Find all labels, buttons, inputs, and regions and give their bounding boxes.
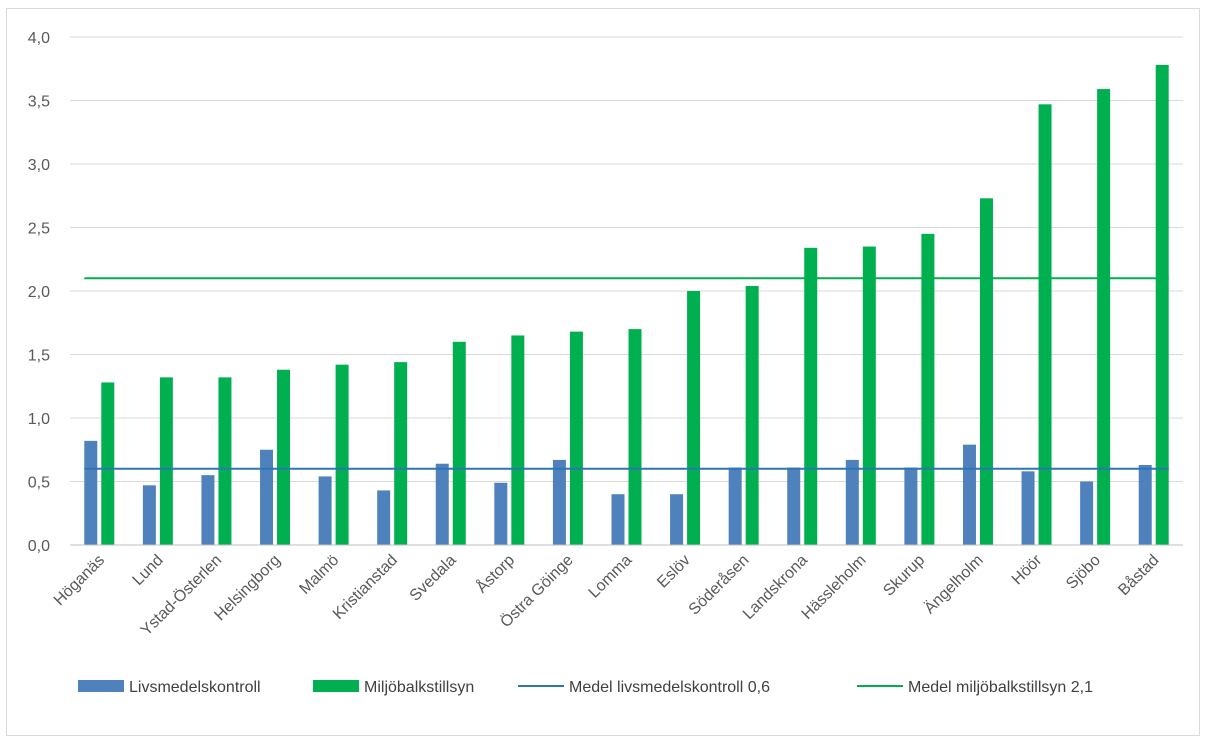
y-tick-label: 1,5 xyxy=(28,348,50,365)
x-tick-label: Lund xyxy=(130,552,167,589)
y-tick-label: 3,5 xyxy=(28,94,50,111)
y-tick-label: 3,0 xyxy=(28,157,50,174)
bar-miljobalkstillsyn xyxy=(569,331,583,545)
y-tick-label: 2,5 xyxy=(28,221,50,238)
bar-miljobalkstillsyn xyxy=(277,369,291,545)
bar-livsmedelskontroll xyxy=(962,444,976,545)
x-tick-label: Skurup xyxy=(880,552,928,600)
x-tick-label: Malmö xyxy=(296,552,342,598)
bar-miljobalkstillsyn xyxy=(1155,64,1169,545)
legend-miljobalkstillsyn-label: Miljöbalkstillsyn xyxy=(364,679,474,696)
x-tick-label: Höganäs xyxy=(51,552,108,609)
bar-livsmedelskontroll xyxy=(377,490,391,545)
chart-frame xyxy=(6,8,1200,736)
bar-livsmedelskontroll xyxy=(611,494,625,545)
x-tick-label: Åstorp xyxy=(472,550,518,596)
bar-miljobalkstillsyn xyxy=(394,362,408,545)
y-tick-label: 4,0 xyxy=(28,30,50,47)
bar-miljobalkstillsyn xyxy=(1097,89,1111,545)
y-tick-label: 1,0 xyxy=(28,411,50,428)
legend-livsmedelskontroll-label: Livsmedelskontroll xyxy=(129,679,261,696)
legend-medel-livsmedelskontroll-label: Medel livsmedelskontroll 0,6 xyxy=(569,679,770,696)
bar-miljobalkstillsyn xyxy=(159,377,173,545)
bar-livsmedelskontroll xyxy=(845,459,859,545)
bar-livsmedelskontroll xyxy=(201,475,215,545)
legend-medel-miljobalkstillsyn-label: Medel miljöbalkstillsyn 2,1 xyxy=(908,679,1093,696)
bar-livsmedelskontroll xyxy=(435,463,449,545)
bar-livsmedelskontroll xyxy=(318,476,332,545)
bar-miljobalkstillsyn xyxy=(979,198,993,546)
bar-livsmedelskontroll xyxy=(552,459,566,545)
bar-miljobalkstillsyn xyxy=(687,291,701,545)
bar-miljobalkstillsyn xyxy=(628,329,642,545)
legend-miljobalkstillsyn-swatch xyxy=(313,680,359,692)
bar-miljobalkstillsyn xyxy=(218,377,232,545)
bar-livsmedelskontroll xyxy=(670,494,684,545)
bar-miljobalkstillsyn xyxy=(511,335,525,545)
x-tick-label: Lomma xyxy=(586,552,636,602)
y-tick-label: 0,5 xyxy=(28,475,50,492)
bar-miljobalkstillsyn xyxy=(452,341,466,545)
bar-miljobalkstillsyn xyxy=(921,233,935,545)
x-tick-label: Svedala xyxy=(407,552,460,605)
y-tick-label: 2,0 xyxy=(28,284,50,301)
bar-livsmedelskontroll xyxy=(904,467,918,545)
bar-livsmedelskontroll xyxy=(787,467,801,545)
legend-livsmedelskontroll-swatch xyxy=(78,680,124,692)
bar-miljobalkstillsyn xyxy=(335,364,349,545)
bar-livsmedelskontroll xyxy=(260,449,274,545)
bar-livsmedelskontroll xyxy=(1138,464,1152,545)
x-tick-label: Höör xyxy=(1009,551,1046,588)
bar-miljobalkstillsyn xyxy=(1038,104,1052,545)
bar-livsmedelskontroll xyxy=(1080,481,1094,545)
bar-miljobalkstillsyn xyxy=(745,285,759,545)
y-tick-label: 0,0 xyxy=(28,538,50,555)
bar-livsmedelskontroll xyxy=(1021,471,1035,545)
bar-miljobalkstillsyn xyxy=(862,246,876,546)
bar-livsmedelskontroll xyxy=(728,467,742,545)
bar-miljobalkstillsyn xyxy=(804,247,818,545)
bar-miljobalkstillsyn xyxy=(101,382,115,545)
x-tick-label: Sjöbo xyxy=(1063,552,1104,593)
bar-livsmedelskontroll xyxy=(84,440,98,545)
x-tick-label: Båstad xyxy=(1115,551,1163,599)
x-tick-label: Eslöv xyxy=(654,552,694,592)
bar-livsmedelskontroll xyxy=(494,482,508,545)
bar-livsmedelskontroll xyxy=(142,485,156,545)
x-tick-label: Ängelholm xyxy=(921,551,987,617)
